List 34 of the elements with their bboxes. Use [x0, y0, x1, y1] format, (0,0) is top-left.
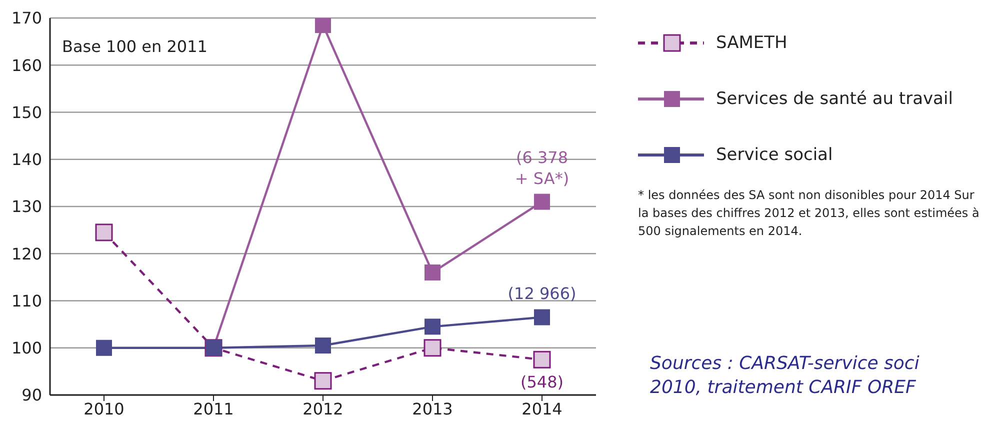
y-tick-label: 150	[11, 102, 42, 122]
x-tick-label: 2011	[193, 399, 234, 418]
annotation: (548)	[520, 372, 564, 392]
text: * les données des SA sont non disonibles pour 2014 Sur la bases des chiffres 2012 et 2013, elles sont estimées à 500 signalements en 2014.	[638, 187, 980, 240]
x-tick-label: 2010	[84, 399, 124, 418]
point	[534, 309, 550, 326]
y-tick-label: 130	[11, 197, 42, 216]
y-tick-label: 160	[11, 56, 42, 75]
annotation: Base 100 en 2011	[62, 37, 208, 56]
source-note: Sources : CARSAT-service soci	[650, 352, 920, 376]
point	[424, 318, 440, 335]
point	[96, 340, 112, 356]
x-tick-label: 2014	[522, 399, 562, 418]
y-tick-label: 90	[22, 386, 42, 405]
point	[315, 338, 331, 354]
y-tick-label: 140	[11, 150, 42, 170]
point	[424, 264, 440, 280]
point	[315, 18, 331, 34]
legend-label: Services de santé au travail	[716, 89, 953, 109]
x-tick-label: 2012	[302, 399, 344, 418]
text: 2010, traitement CARIF OREF	[650, 376, 917, 400]
y-tick-label: 120	[11, 244, 42, 264]
x-tick-label: 2013	[412, 399, 453, 418]
legend-label: SAMETH	[716, 33, 788, 53]
y-tick-label: 100	[11, 338, 42, 358]
annotation: (12 966)	[508, 284, 576, 304]
point	[533, 350, 551, 368]
legend-label: Service social	[716, 145, 833, 165]
point	[95, 224, 113, 242]
y-tick-label: 110	[11, 291, 42, 310]
point	[534, 194, 550, 210]
y-tick-label: 170	[11, 8, 42, 28]
point	[314, 372, 332, 390]
point	[424, 339, 442, 357]
